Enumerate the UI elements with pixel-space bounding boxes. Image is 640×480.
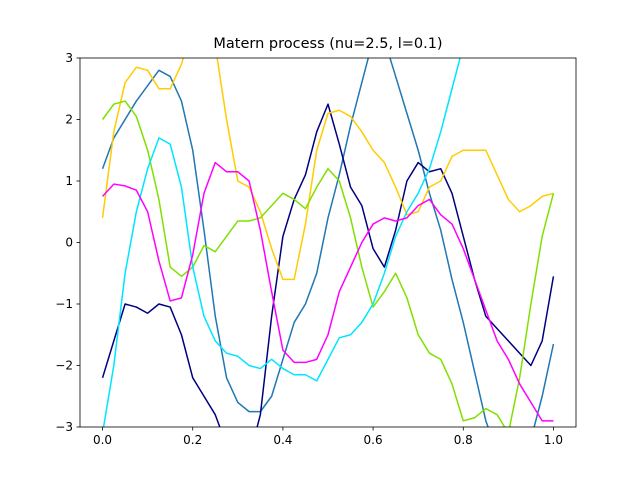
series-line	[101, 161, 554, 422]
chart-title: Matern process (nu=2.5, l=0.1)	[213, 36, 442, 52]
plot-area	[101, 58, 555, 427]
x-tick-label: 0.0	[93, 433, 112, 447]
x-tick-label: 0.6	[364, 433, 383, 447]
y-tick-label: 2	[65, 113, 73, 127]
series-line	[101, 100, 555, 427]
y-tick-label: −1	[55, 297, 73, 311]
x-tick-label: 0.8	[454, 433, 473, 447]
y-tick-label: 0	[65, 236, 73, 250]
y-tick-label: −3	[55, 420, 73, 434]
y-tick-label: 3	[65, 51, 73, 65]
x-tick-label: 0.4	[273, 433, 292, 447]
y-tick-label: 1	[65, 174, 73, 188]
x-tick-label: 0.2	[183, 433, 202, 447]
series-line	[101, 58, 555, 427]
series-line	[101, 58, 554, 281]
series-line	[102, 58, 461, 427]
x-tick-label: 1.0	[544, 433, 563, 447]
series-line	[101, 103, 555, 427]
y-tick-label: −2	[55, 359, 73, 373]
